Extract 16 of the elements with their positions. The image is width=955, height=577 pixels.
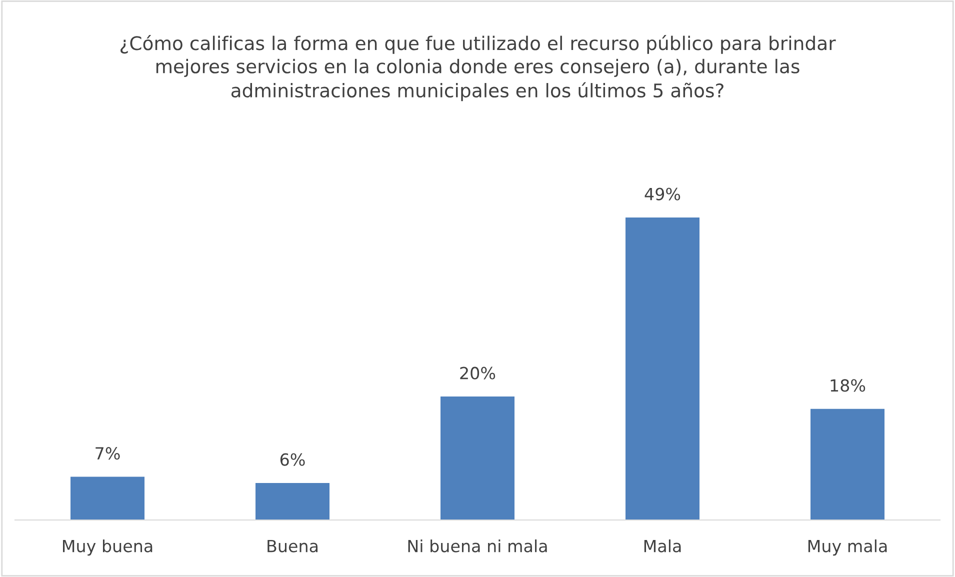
- x-tick-label: Muy mala: [808, 539, 887, 556]
- data-label: 7%: [96, 447, 120, 460]
- data-label: 49%: [644, 188, 680, 200]
- bar: [256, 482, 330, 520]
- bar: [440, 396, 514, 520]
- x-tick-label: Muy buena: [62, 539, 152, 556]
- data-label: 18%: [830, 379, 866, 392]
- bar: [810, 408, 884, 520]
- x-tick-label: Buena: [268, 540, 318, 552]
- chart-title: ¿Cómo calificas la forma en que fue utilizado el recurso público para brindar mejores servicios en la colonia donde eres consejero (a), durante las administraciones municipales en los últimos 5 años?: [120, 35, 836, 102]
- x-tick-label: Ni buena ni mala: [408, 539, 547, 552]
- x-tick-label: Mala: [644, 539, 681, 552]
- data-label: 20%: [460, 366, 496, 380]
- bar: [626, 217, 700, 520]
- data-label: 6%: [280, 453, 305, 466]
- bar: [70, 476, 144, 520]
